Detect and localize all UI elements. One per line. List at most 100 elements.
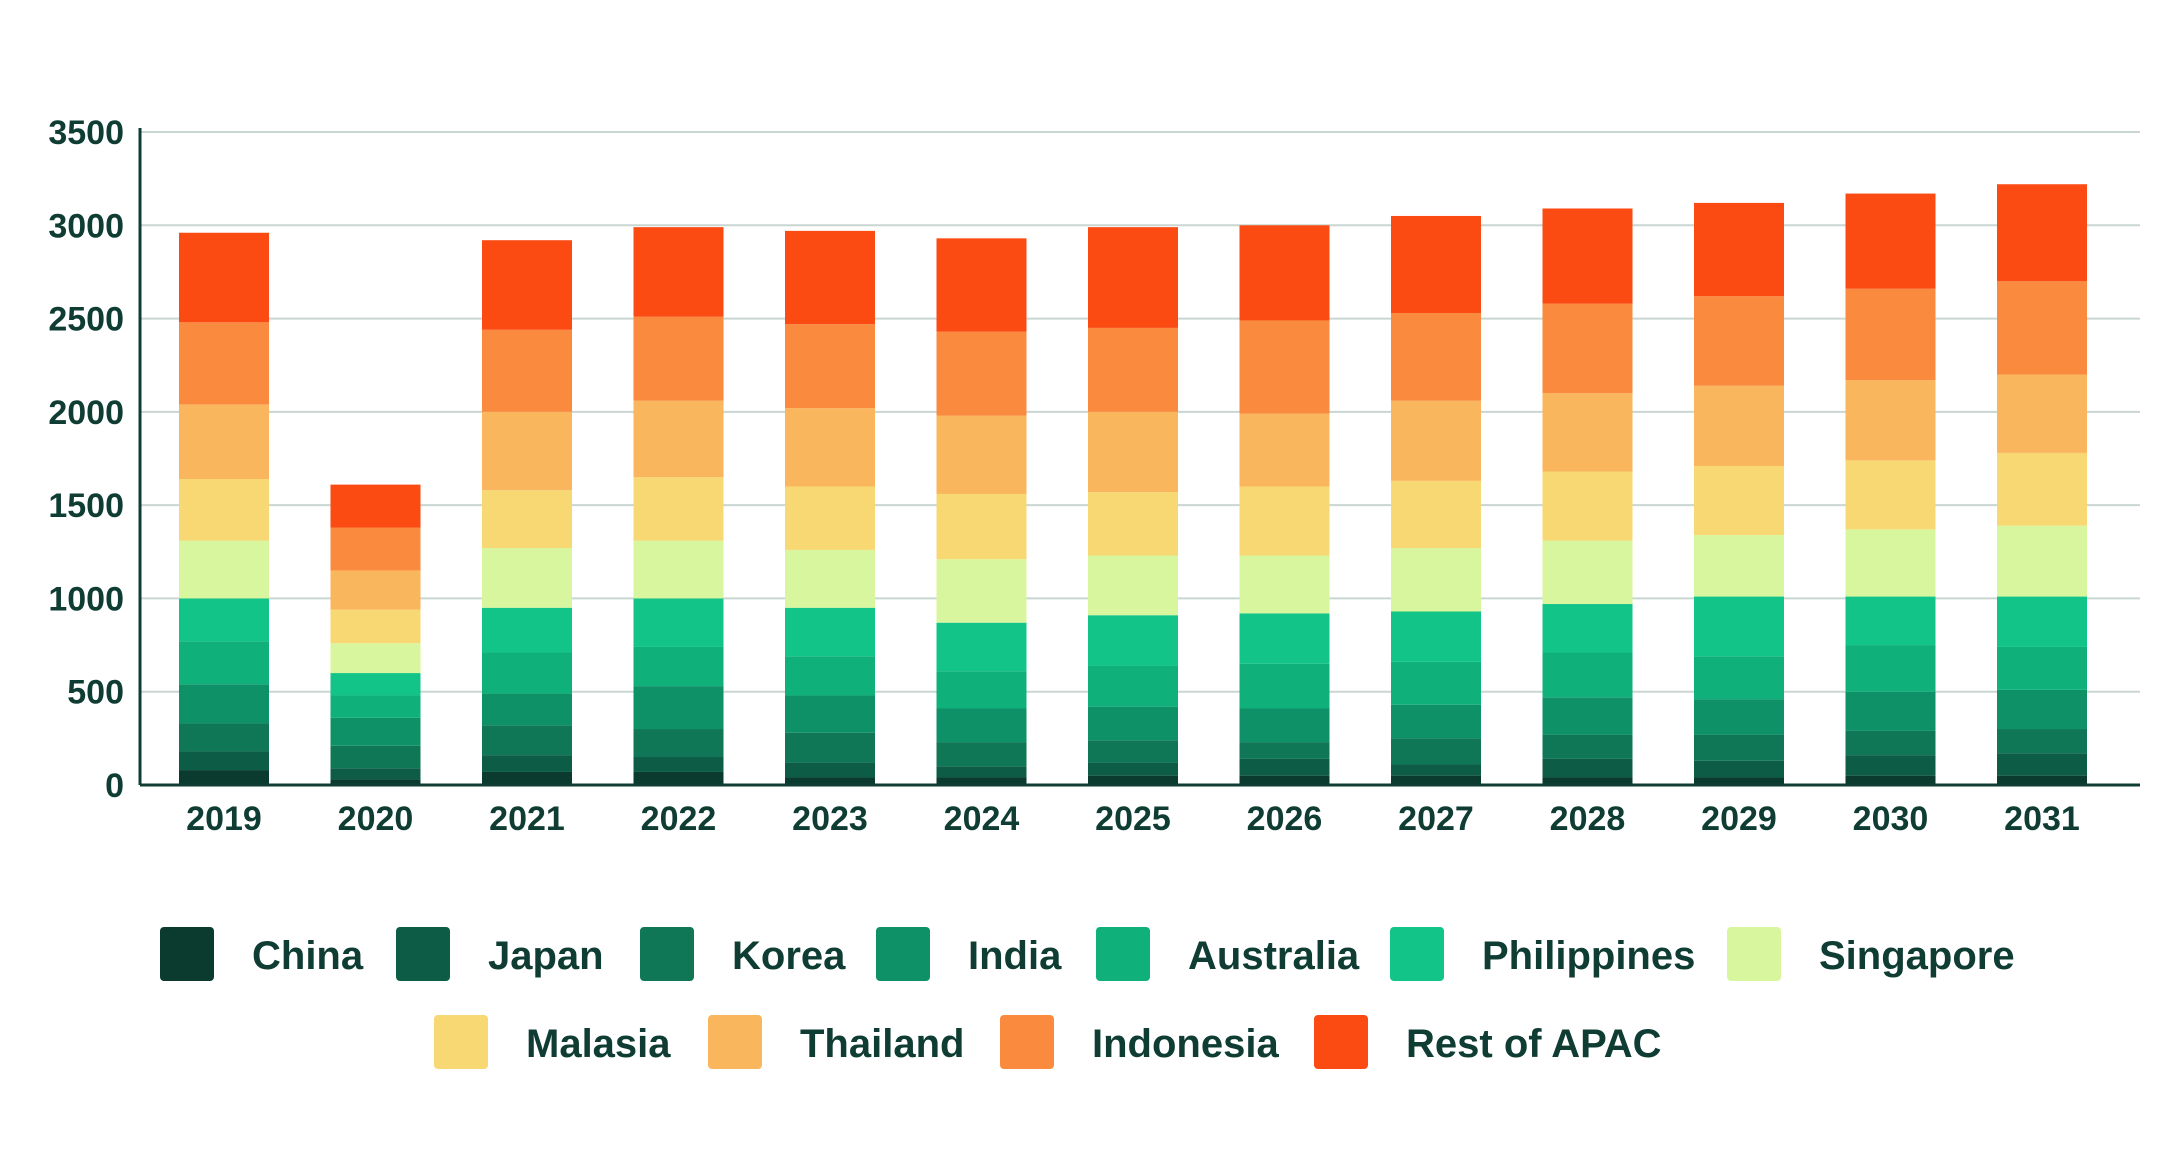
bar-segment-australia-2027 [1391, 661, 1481, 705]
bar-segment-malasia-2029 [1694, 465, 1784, 535]
y-tick-label: 2000 [48, 394, 124, 432]
bar-segment-rest-of-apac-2025 [1088, 227, 1178, 328]
y-tick-label: 3500 [48, 114, 124, 152]
bar-segment-china-2030 [1845, 775, 1936, 785]
bar-segment-philippines-2021 [482, 607, 572, 653]
bar-segment-singapore-2022 [633, 540, 724, 599]
bar-segment-india-2022 [633, 686, 724, 730]
x-tick-label: 2023 [792, 800, 868, 838]
bar-segment-korea-2025 [1088, 740, 1178, 763]
bar-segment-singapore-2025 [1088, 555, 1178, 616]
bar-segment-australia-2025 [1088, 665, 1178, 707]
bar-segment-korea-2024 [936, 742, 1027, 767]
y-tick-label: 1000 [48, 580, 124, 618]
bar-segment-thailand-2027 [1391, 400, 1481, 481]
bar-segment-indonesia-2026 [1239, 320, 1330, 414]
bar-segment-india-2029 [1694, 699, 1784, 735]
bar-segment-malasia-2027 [1391, 480, 1481, 549]
bar-segment-indonesia-2019 [179, 322, 269, 405]
bar-segment-thailand-2028 [1542, 393, 1633, 472]
bar-segment-indonesia-2024 [936, 331, 1027, 416]
bar-segment-china-2021 [482, 771, 572, 785]
x-tick-label: 2027 [1398, 800, 1474, 838]
bar-segment-china-2019 [179, 770, 269, 785]
bar-segment-rest-of-apac-2028 [1542, 208, 1633, 304]
bar-segment-philippines-2020 [330, 673, 421, 696]
bar-segment-australia-2031 [1997, 646, 2087, 690]
bar-segment-thailand-2023 [785, 408, 875, 487]
bar-segment-india-2027 [1391, 704, 1481, 739]
bar-segment-philippines-2026 [1239, 613, 1330, 664]
bar-segment-korea-2027 [1391, 738, 1481, 765]
bar-segment-singapore-2030 [1845, 529, 1936, 597]
bar-segment-singapore-2031 [1997, 525, 2087, 597]
bar-segment-australia-2022 [633, 646, 724, 687]
bar-segment-china-2022 [633, 771, 724, 785]
legend: China Japan Korea India Australia Philippines… [160, 927, 2015, 1069]
bar-segment-thailand-2020 [330, 570, 421, 610]
bar-segment-japan-2019 [179, 751, 269, 771]
bar-segment-india-2020 [330, 717, 421, 746]
bar-segment-singapore-2024 [936, 559, 1027, 623]
bar-segment-rest-of-apac-2024 [936, 238, 1027, 332]
bar-segment-india-2021 [482, 693, 572, 726]
bar-segment-india-2024 [936, 708, 1027, 743]
x-tick-label: 2019 [186, 800, 262, 838]
bar-segment-malasia-2020 [330, 609, 421, 644]
y-tick-label: 1500 [48, 487, 124, 525]
bar-segment-korea-2029 [1694, 734, 1784, 761]
bar-segment-japan-2029 [1694, 760, 1784, 778]
x-tick-label: 2030 [1853, 800, 1929, 838]
bar-segment-indonesia-2031 [1997, 281, 2087, 375]
legend-label-india: India [968, 934, 1062, 978]
bar-segment-indonesia-2021 [482, 329, 572, 412]
bar-segment-rest-of-apac-2021 [482, 240, 572, 330]
bar-segment-australia-2021 [482, 652, 572, 694]
bar-segment-thailand-2031 [1997, 374, 2087, 453]
bar-segment-rest-of-apac-2023 [785, 230, 875, 325]
legend-swatch-japan [396, 927, 450, 981]
bar-segment-australia-2023 [785, 656, 875, 696]
bar-segment-singapore-2028 [1542, 540, 1633, 605]
bar-segment-korea-2020 [330, 745, 421, 769]
bar-segment-malasia-2021 [482, 490, 572, 549]
bar-segment-malasia-2028 [1542, 471, 1633, 541]
bar-segment-philippines-2027 [1391, 611, 1481, 662]
bar-segment-indonesia-2023 [785, 324, 875, 409]
bar-segment-china-2028 [1542, 777, 1633, 785]
bar-segment-australia-2028 [1542, 652, 1633, 698]
bar-segment-rest-of-apac-2020 [330, 484, 421, 528]
bar-segment-rest-of-apac-2026 [1239, 225, 1330, 321]
bar-segment-rest-of-apac-2031 [1997, 184, 2087, 282]
x-tick-label: 2024 [944, 800, 1020, 838]
bar-segment-japan-2022 [633, 757, 724, 772]
bar-segment-india-2023 [785, 695, 875, 733]
bar-segment-australia-2030 [1845, 645, 1936, 692]
legend-label-singapore: Singapore [1819, 934, 2015, 978]
bar-segment-indonesia-2028 [1542, 303, 1633, 394]
x-tick-label: 2026 [1247, 800, 1323, 838]
bar-segment-australia-2024 [936, 671, 1027, 709]
bar-segment-philippines-2019 [179, 598, 269, 642]
bar-segment-australia-2029 [1694, 656, 1784, 700]
x-tick-label: 2031 [2004, 800, 2080, 838]
bar-segment-japan-2028 [1542, 758, 1633, 778]
bar-segment-china-2020 [330, 779, 421, 785]
bar-segment-thailand-2030 [1845, 380, 1936, 461]
bar-segment-indonesia-2022 [633, 316, 724, 401]
legend-label-thailand: Thailand [800, 1022, 964, 1066]
bar-segment-thailand-2019 [179, 404, 269, 480]
legend-swatch-india [876, 927, 930, 981]
bar-segment-japan-2025 [1088, 762, 1178, 776]
x-tick-label: 2022 [641, 800, 717, 838]
x-tick-label: 2029 [1701, 800, 1777, 838]
bar-segment-indonesia-2025 [1088, 327, 1178, 412]
bar-segment-japan-2030 [1845, 755, 1936, 776]
bar-segment-japan-2026 [1239, 758, 1330, 776]
bars [179, 184, 2087, 785]
bar-segment-rest-of-apac-2027 [1391, 215, 1481, 313]
y-tick-label: 2500 [48, 301, 124, 339]
legend-swatch-china [160, 927, 214, 981]
bar-segment-india-2026 [1239, 708, 1330, 743]
